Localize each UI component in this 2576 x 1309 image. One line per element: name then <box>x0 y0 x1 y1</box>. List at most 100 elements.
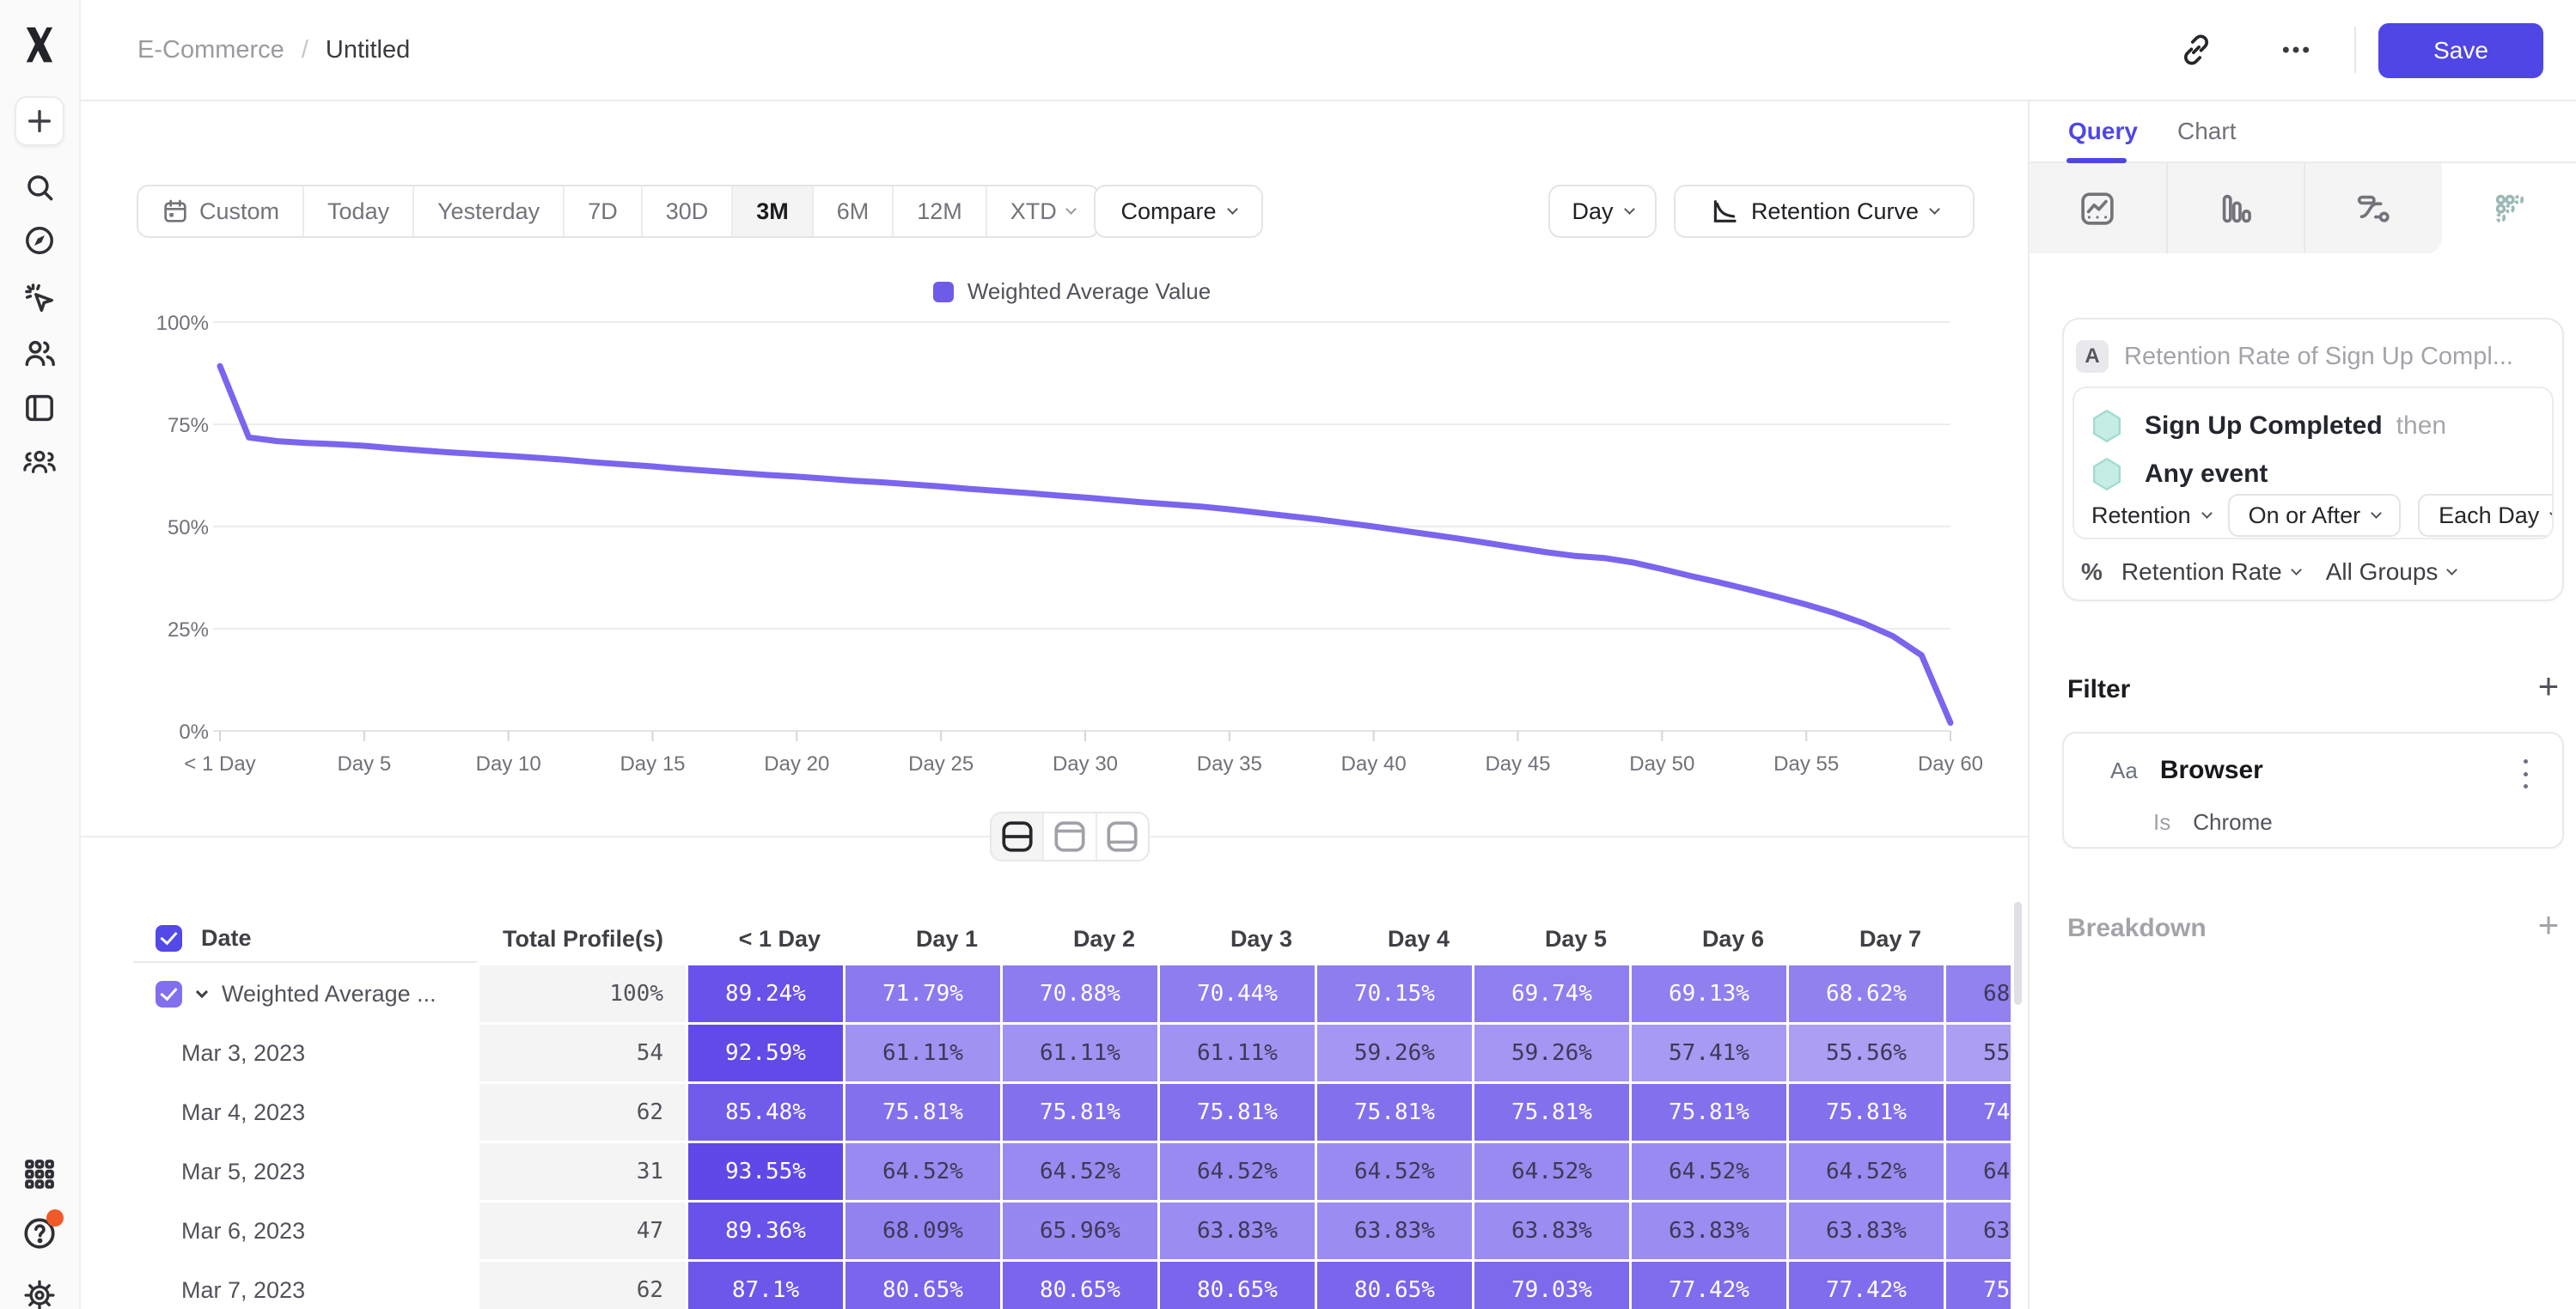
retention-cell[interactable]: 75.81% <box>1632 1084 1786 1141</box>
retention-cell[interactable]: 59.26% <box>1317 1025 1472 1081</box>
table-row-label[interactable]: Mar 7, 2023 <box>133 1262 477 1309</box>
table-row-label[interactable]: Mar 6, 2023 <box>133 1202 477 1259</box>
retention-cell[interactable]: 92.59% <box>688 1025 843 1081</box>
retention-cell[interactable]: 64.52% <box>1946 1143 2011 1200</box>
breadcrumb-workspace[interactable]: E-Commerce <box>137 35 284 64</box>
retention-cell[interactable]: 80.65% <box>845 1262 1000 1309</box>
retention-cell[interactable]: 75.81% <box>1474 1084 1629 1141</box>
retention-cell[interactable]: 64.52% <box>1789 1143 1944 1200</box>
filter-card[interactable]: Aa Browser Is Chrome <box>2062 732 2564 849</box>
row-checkbox[interactable] <box>156 980 182 1008</box>
retention-cell[interactable]: 64.52% <box>1160 1143 1315 1200</box>
table-row-label[interactable]: Mar 3, 2023 <box>133 1025 477 1081</box>
range-3m[interactable]: 3M <box>733 186 814 236</box>
retention-cell[interactable]: 64.52% <box>1003 1143 1157 1200</box>
retention-cell[interactable]: 89.24% <box>688 965 843 1022</box>
notebook-icon[interactable] <box>20 388 59 428</box>
retention-cell[interactable]: 63.83% <box>1474 1202 1629 1259</box>
settings-gear-icon[interactable] <box>19 1275 60 1309</box>
retention-cell[interactable]: 61.11% <box>845 1025 1000 1081</box>
filter-menu-kebab-icon[interactable] <box>2512 759 2538 788</box>
range-xtd[interactable]: XTD <box>987 186 1098 236</box>
retention-cell[interactable]: 80.65% <box>1160 1262 1315 1309</box>
compare-button[interactable]: Compare <box>1094 185 1263 238</box>
column-header-day-6[interactable]: Day 6 <box>1632 915 1786 963</box>
retention-cell[interactable]: 64.52% <box>845 1143 1000 1200</box>
help-icon[interactable] <box>19 1209 64 1254</box>
retention-cell[interactable]: 63.83% <box>1160 1202 1315 1259</box>
event-step-a[interactable]: Sign Up Completed then <box>2091 407 2446 445</box>
events-cursor-icon[interactable] <box>20 278 59 318</box>
retention-cell[interactable]: 64.52% <box>1632 1143 1786 1200</box>
retention-cell[interactable]: 77.42% <box>1632 1262 1786 1309</box>
retention-cell[interactable]: 55.56% <box>1789 1025 1944 1081</box>
retention-cell[interactable]: 63.83% <box>1317 1202 1472 1259</box>
copy-link-icon[interactable] <box>2170 0 2222 100</box>
column-header-day-2[interactable]: Day 2 <box>1003 915 1157 963</box>
retention-cell[interactable]: 69.13% <box>1632 965 1786 1022</box>
groups-dropdown[interactable]: All Groups <box>2326 558 2458 586</box>
retention-cell[interactable]: 63.83% <box>1946 1202 2011 1259</box>
retention-cell[interactable]: 64.52% <box>1474 1143 1629 1200</box>
retention-cell[interactable]: 80.65% <box>1003 1262 1157 1309</box>
save-button[interactable]: Save <box>2378 23 2543 78</box>
add-filter-button[interactable]: + <box>2537 666 2560 706</box>
retention-cell[interactable]: 89.36% <box>688 1202 843 1259</box>
layout-table-only-button[interactable] <box>1097 813 1148 860</box>
retention-cell[interactable]: 71.79% <box>845 965 1000 1022</box>
more-actions-icon[interactable] <box>2270 0 2322 100</box>
table-row-label[interactable]: Mar 4, 2023 <box>133 1084 477 1141</box>
retention-cell[interactable]: 57.41% <box>1632 1025 1786 1081</box>
viz-flows-icon[interactable] <box>2305 163 2442 253</box>
window-dropdown[interactable]: On or After <box>2227 494 2402 537</box>
retention-cell[interactable]: 75.81% <box>1003 1084 1157 1141</box>
expand-chevron-icon[interactable] <box>195 985 209 998</box>
retention-curve-line[interactable] <box>217 362 1954 726</box>
range-today[interactable]: Today <box>304 186 415 236</box>
column-header-day-8[interactable]: Day 8 <box>1946 915 2011 963</box>
retention-cell[interactable]: 63.83% <box>1789 1202 1944 1259</box>
retention-cell[interactable]: 70.88% <box>1003 965 1157 1022</box>
search-icon[interactable] <box>21 168 58 206</box>
granularity-dropdown[interactable]: Day <box>1548 185 1657 238</box>
retention-cell[interactable]: 55.56% <box>1946 1025 2011 1081</box>
range-7d[interactable]: 7D <box>565 186 643 236</box>
measure-dropdown[interactable]: Retention Rate <box>2121 558 2302 586</box>
retention-cell[interactable]: 61.11% <box>1160 1025 1315 1081</box>
viz-insights-icon[interactable] <box>2030 163 2168 253</box>
retention-cell[interactable]: 75.81% <box>1789 1084 1944 1141</box>
retention-cell[interactable]: 70.15% <box>1317 965 1472 1022</box>
viz-retention-icon[interactable] <box>2441 163 2576 253</box>
retention-cell[interactable]: 65.96% <box>1003 1202 1157 1259</box>
retention-cell[interactable]: 75.81% <box>1946 1262 2011 1309</box>
breadcrumb-report-title[interactable]: Untitled <box>325 35 411 64</box>
retention-cell[interactable]: 87.1% <box>688 1262 843 1309</box>
retention-cell[interactable]: 80.65% <box>1317 1262 1472 1309</box>
retention-cell[interactable]: 59.26% <box>1474 1025 1629 1081</box>
retention-cell[interactable]: 74.19% <box>1946 1084 2011 1141</box>
column-header-total-profile-s-[interactable]: Total Profile(s) <box>479 915 686 963</box>
column-header-day-1[interactable]: Day 1 <box>845 915 1000 963</box>
column-header--1-day[interactable]: < 1 Day <box>688 915 843 963</box>
table-scrollbar[interactable] <box>2014 902 2022 1005</box>
range-6m[interactable]: 6M <box>814 186 894 236</box>
column-header-day-5[interactable]: Day 5 <box>1474 915 1629 963</box>
retention-cell[interactable]: 75.81% <box>1317 1084 1472 1141</box>
retention-cell[interactable]: 63.83% <box>1632 1202 1786 1259</box>
table-row-label[interactable]: Mar 5, 2023 <box>133 1143 477 1200</box>
select-all-checkbox[interactable] <box>156 924 182 952</box>
column-header-day-4[interactable]: Day 4 <box>1317 915 1472 963</box>
range-30d[interactable]: 30D <box>643 186 734 236</box>
retention-cell[interactable]: 61.11% <box>1003 1025 1157 1081</box>
retention-cell[interactable]: 77.42% <box>1789 1262 1944 1309</box>
new-report-button[interactable] <box>15 96 64 146</box>
retention-cell[interactable]: 68.09% <box>845 1202 1000 1259</box>
apps-grid-icon[interactable] <box>20 1154 59 1194</box>
explore-compass-icon[interactable] <box>21 222 58 259</box>
table-row-label[interactable]: Weighted Average ... <box>133 965 477 1022</box>
retention-cell[interactable]: 68.11% <box>1946 965 2011 1022</box>
users-icon[interactable] <box>20 333 59 373</box>
add-breakdown-button[interactable]: + <box>2537 904 2560 945</box>
chart-legend[interactable]: Weighted Average Value <box>133 278 2011 305</box>
retention-cell[interactable]: 75.81% <box>845 1084 1000 1141</box>
